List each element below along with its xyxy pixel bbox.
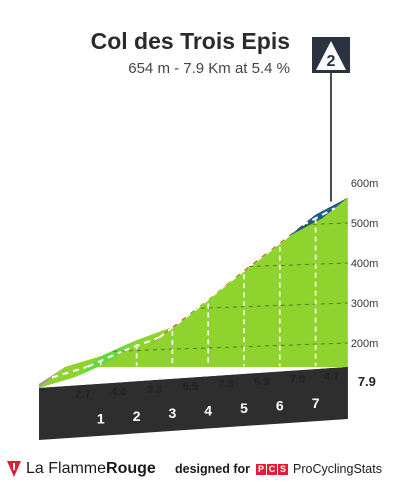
segment-ribbon [289, 197, 348, 236]
elevation-gridline [65, 302, 348, 314]
brand-name-left: La Flamme [26, 460, 107, 477]
km-marker-label: 1 [97, 410, 105, 426]
center-line [266, 224, 304, 254]
segment-ribbon [39, 356, 101, 388]
elevation-gridline [65, 262, 348, 274]
profile-area [65, 197, 348, 367]
segment-ribbon [110, 327, 173, 362]
gradient-label: 4.0 [111, 386, 126, 398]
gradient-label: 7.3 [218, 379, 233, 391]
center-line [158, 309, 196, 339]
chart-title: Col des Trois Epis [90, 28, 290, 54]
flamme-rouge-icon [7, 461, 21, 477]
designed-for-label: designed for [175, 462, 251, 476]
gradient-label: 7.0 [290, 373, 305, 385]
km-marker-label: 7 [312, 395, 320, 411]
total-distance-label: 7.9 [358, 374, 376, 389]
mountain-category-icon [316, 41, 346, 70]
km-marker-label: 2 [133, 408, 141, 424]
elevation-tick-label: 500m [351, 218, 379, 230]
designed-for: designed for P C S ProCyclingStats [175, 462, 382, 476]
category-badge-label: 2 [327, 53, 336, 70]
km-marker-label: 5 [240, 400, 248, 416]
elevation-tick-label: 600m [351, 178, 379, 190]
elevation-tick-label: 200m [351, 338, 379, 350]
pcs-logo: P C S [256, 463, 289, 475]
gradient-label: 3.3 [147, 384, 162, 396]
elevation-tick-label: 300m [351, 298, 379, 310]
elevation-gridline [65, 342, 348, 354]
pcs-letter: S [278, 463, 289, 475]
km-marker-label: 6 [276, 397, 284, 413]
elevation-tick-label: 400m [351, 258, 379, 270]
gradient-label: 2.7 [75, 389, 90, 401]
gradient-label: 4.7 [324, 371, 339, 383]
pcs-name: ProCyclingStats [293, 462, 382, 476]
segment-ribbon [74, 340, 137, 378]
base-slab-front [39, 367, 348, 440]
gradient-label: 6.9 [254, 376, 269, 388]
brand-logo: La Flamme Rouge [6, 460, 156, 478]
km-marker-label: 4 [204, 403, 212, 419]
km-marker-label: 3 [169, 405, 177, 421]
brand-name-right: Rouge [106, 460, 156, 477]
chart-subtitle: 654 m - 7.9 Km at 5.4 % [128, 60, 290, 77]
pcs-letter: C [267, 463, 278, 475]
gradient-label: 6.9 [183, 381, 198, 393]
elevation-gridline [65, 183, 348, 193]
pcs-letter: P [256, 463, 267, 475]
